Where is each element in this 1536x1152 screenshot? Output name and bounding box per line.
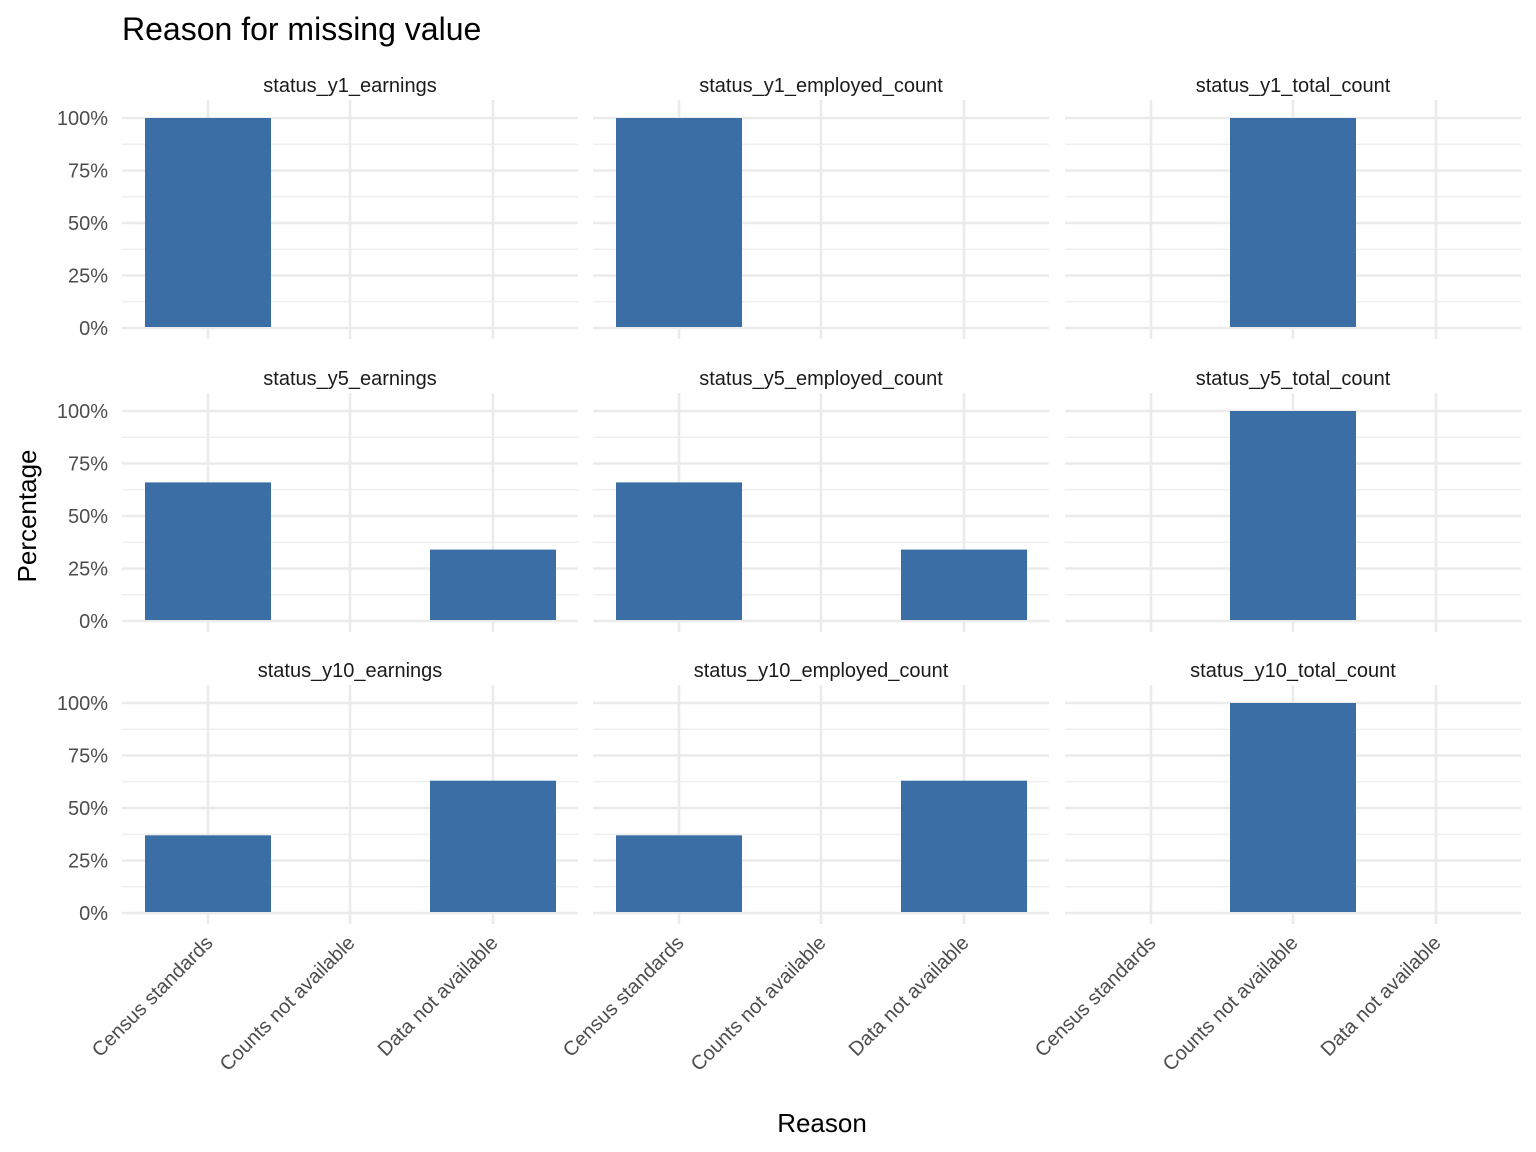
y-tick-label: 0%	[79, 903, 108, 925]
bar	[145, 835, 271, 912]
x-tick-label: Counts not available	[1159, 932, 1303, 1076]
facet-strip-label: status_y5_total_count	[1196, 368, 1391, 390]
facet-panels: status_y1_earnings0%25%50%75%100%status_…	[57, 75, 1521, 1076]
facet-panel: status_y10_total_count Census standardsCo…	[1031, 660, 1521, 1076]
y-tick-label: 100%	[57, 693, 108, 715]
bar	[1230, 118, 1356, 327]
x-tick-label: Census standards	[559, 932, 689, 1062]
x-tick-label: Census standards	[88, 932, 218, 1062]
facet-strip-label: status_y5_employed_count	[699, 368, 943, 390]
facet-panel: status_y10_employed_count Census standard…	[559, 660, 1049, 1076]
x-tick-label: Data not available	[845, 932, 974, 1061]
y-tick-label: 0%	[79, 611, 108, 633]
y-tick-label: 25%	[68, 559, 108, 581]
x-tick-label: Data not available	[374, 932, 503, 1061]
facet-panel: status_y5_earnings 0% 25% 50% 75% 100%	[57, 368, 578, 633]
facet-strip-label: status_y5_earnings	[263, 368, 436, 390]
x-tick-label: Counts not available	[687, 932, 831, 1076]
x-tick-label: Counts not available	[216, 932, 360, 1076]
facet-strip-label: status_y1_employed_count	[699, 75, 943, 97]
facet-strip-label: status_y10_total_count	[1190, 660, 1396, 682]
y-tick-label: 50%	[68, 798, 108, 820]
y-tick-label: 50%	[68, 213, 108, 235]
facet-strip-label: status_y1_total_count	[1196, 75, 1391, 97]
y-tick-label: 25%	[68, 266, 108, 288]
y-tick-label: 75%	[68, 454, 108, 476]
facet-strip-label: status_y1_earnings	[263, 75, 436, 97]
y-tick-label: 50%	[68, 506, 108, 528]
bar	[145, 118, 271, 327]
bar	[430, 549, 556, 620]
bar	[616, 835, 742, 912]
bar	[1230, 703, 1356, 912]
bar	[616, 118, 742, 327]
y-axis-title: Percentage	[12, 450, 42, 583]
facet-strip-label: status_y10_employed_count	[694, 660, 949, 682]
y-tick-label: 75%	[68, 161, 108, 183]
y-tick-label: 25%	[68, 851, 108, 873]
y-tick-label: 75%	[68, 746, 108, 768]
facet-panel: status_y5_total_count	[1065, 368, 1521, 632]
facet-panel: status_y1_earnings 0% 25% 50% 75% 100%	[57, 75, 578, 340]
bar	[1230, 411, 1356, 620]
y-tick-label: 100%	[57, 401, 108, 423]
y-tick-label: 0%	[79, 318, 108, 340]
facet-panel: status_y1_total_count	[1065, 75, 1521, 339]
facet-panel: status_y5_employed_count	[593, 368, 1049, 632]
facet-strip-label: status_y10_earnings	[258, 660, 443, 682]
bar	[901, 549, 1027, 620]
facet-panel: status_y1_employed_count	[593, 75, 1049, 339]
bar	[145, 482, 271, 620]
y-tick-label: 100%	[57, 108, 108, 130]
bar	[901, 780, 1027, 912]
bar	[616, 482, 742, 620]
x-tick-label: Census standards	[1031, 932, 1161, 1062]
x-axis-title: Reason	[777, 1108, 867, 1138]
x-tick-label: Data not available	[1317, 932, 1446, 1061]
facet-panel: status_y10_earnings 0% 25% 50% 75% 100% Census…	[57, 660, 578, 1076]
bar	[430, 780, 556, 912]
chart-title: Reason for missing value	[122, 11, 481, 47]
